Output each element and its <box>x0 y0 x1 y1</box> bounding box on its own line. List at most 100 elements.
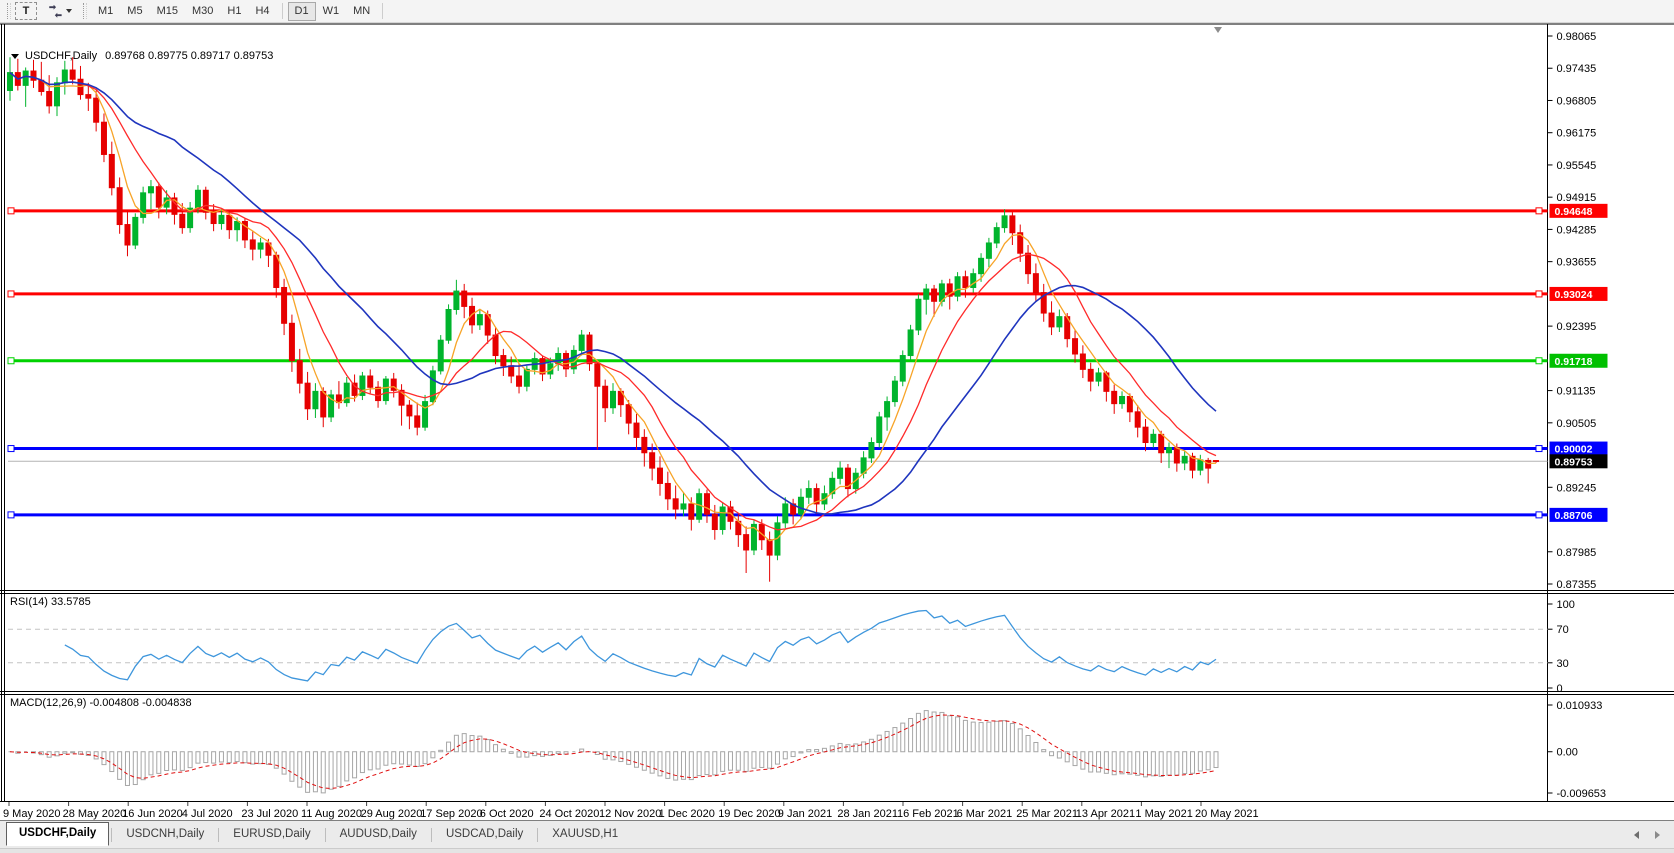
svg-text:70: 70 <box>1557 624 1569 636</box>
timeframe-mn[interactable]: MN <box>353 5 371 17</box>
price-chart-svg: 0.98065 0.97435 0.96805 0.96175 0.95545 0.949… <box>0 23 1674 820</box>
toolbar-separator <box>382 3 384 19</box>
timeframe-w1[interactable]: W1 <box>322 5 340 17</box>
svg-text:0.87355: 0.87355 <box>1557 579 1597 591</box>
svg-text:4 Jul 2020: 4 Jul 2020 <box>182 808 233 820</box>
chart-tabs-bar: USDCHF,Daily USDCNH,Daily EURUSD,Daily AUDU… <box>0 820 1674 848</box>
toolbar: T M1 M5 M15 M30 H1 H4 D1 W1 MN <box>0 0 1674 23</box>
tab-divider <box>111 827 113 842</box>
svg-text:100: 100 <box>1557 599 1575 611</box>
timeframe-buttons: M1 M5 M15 M30 H1 H4 D1 W1 MN <box>91 1 388 21</box>
text-tool-label: T <box>22 5 30 17</box>
candlestick-series <box>7 57 1219 582</box>
svg-text:23 Jul 2020: 23 Jul 2020 <box>241 808 298 820</box>
tab-scroll-left-icon[interactable] <box>1634 830 1639 839</box>
svg-text:0.010933: 0.010933 <box>1557 700 1603 712</box>
macd-pane: 0.010933 0.00 -0.009653 <box>8 700 1607 800</box>
svg-text:0.90002: 0.90002 <box>1555 444 1593 456</box>
timeframe-m30[interactable]: M30 <box>191 5 214 17</box>
moving-average-22 <box>9 71 1217 515</box>
svg-text:0.91135: 0.91135 <box>1557 386 1596 398</box>
rsi-line <box>64 609 1217 682</box>
macd-signal-line <box>9 714 1217 789</box>
svg-text:6 Mar 2021: 6 Mar 2021 <box>957 808 1013 820</box>
chart-ohlc-values: 0.89768 0.89775 0.89717 0.89753 <box>105 50 274 62</box>
svg-text:24 Oct 2020: 24 Oct 2020 <box>539 808 599 820</box>
svg-text:0.98065: 0.98065 <box>1557 31 1597 43</box>
timeframe-d1[interactable]: D1 <box>287 1 316 21</box>
tab-divider <box>537 827 539 842</box>
svg-text:1 Dec 2020: 1 Dec 2020 <box>659 808 715 820</box>
svg-text:-0.009653: -0.009653 <box>1557 788 1607 800</box>
cycle-symbols-button[interactable] <box>41 2 79 21</box>
tab-usdchf[interactable]: USDCHF,Daily <box>6 822 110 846</box>
statusbar-sliver <box>0 848 1674 853</box>
svg-text:0.97435: 0.97435 <box>1557 63 1597 75</box>
svg-text:12 Nov 2020: 12 Nov 2020 <box>599 808 661 820</box>
svg-text:9 Jan 2021: 9 Jan 2021 <box>778 808 832 820</box>
svg-text:0.96805: 0.96805 <box>1557 95 1597 107</box>
symbol-dropdown-icon[interactable] <box>11 54 19 59</box>
tab-audusd[interactable]: AUDUSD,Daily <box>339 828 417 840</box>
svg-text:30: 30 <box>1557 658 1569 670</box>
svg-text:0.94915: 0.94915 <box>1557 192 1597 204</box>
svg-text:0.89245: 0.89245 <box>1557 482 1597 494</box>
svg-text:13 Apr 2021: 13 Apr 2021 <box>1076 808 1135 820</box>
tab-eurusd[interactable]: EURUSD,Daily <box>233 828 311 840</box>
svg-text:0: 0 <box>1557 683 1563 695</box>
svg-text:16 Feb 2021: 16 Feb 2021 <box>897 808 959 820</box>
svg-text:0.00: 0.00 <box>1557 747 1578 759</box>
tab-divider <box>218 827 220 842</box>
timeframe-m15[interactable]: M15 <box>156 5 178 17</box>
toolbar-grip-2 <box>83 3 87 19</box>
tab-divider <box>324 827 326 842</box>
svg-text:0.90505: 0.90505 <box>1557 418 1597 430</box>
svg-text:0.88706: 0.88706 <box>1555 510 1593 522</box>
chart-tabs: USDCHF,Daily USDCNH,Daily EURUSD,Daily AUDU… <box>6 822 630 846</box>
timeframe-m1[interactable]: M1 <box>98 5 114 17</box>
tab-usdcnh[interactable]: USDCNH,Daily <box>126 828 205 840</box>
chart-area: 0.98065 0.97435 0.96805 0.96175 0.95545 0.949… <box>0 23 1674 820</box>
moving-average-10 <box>9 72 1217 531</box>
svg-text:17 Sep 2020: 17 Sep 2020 <box>420 808 482 820</box>
svg-text:28 May 2020: 28 May 2020 <box>63 808 127 820</box>
tab-xauusd[interactable]: XAUUSD,H1 <box>552 828 619 840</box>
svg-text:1 May 2021: 1 May 2021 <box>1135 808 1192 820</box>
svg-text:19 Dec 2020: 19 Dec 2020 <box>718 808 780 820</box>
svg-text:0.89753: 0.89753 <box>1555 456 1593 468</box>
toolbar-separator <box>281 3 283 19</box>
svg-text:20 May 2021: 20 May 2021 <box>1195 808 1259 820</box>
svg-text:0.94648: 0.94648 <box>1555 206 1593 218</box>
timeframe-m5[interactable]: M5 <box>127 5 143 17</box>
tab-scroll-right-icon[interactable] <box>1655 830 1660 839</box>
svg-text:0.92395: 0.92395 <box>1557 321 1597 333</box>
timeframe-h1[interactable]: H1 <box>227 5 242 17</box>
rsi-pane: 100 70 30 0 <box>8 599 1575 695</box>
tab-divider <box>430 827 432 842</box>
chart-symbol: USDCHF,Daily <box>25 50 98 62</box>
svg-text:0.93024: 0.93024 <box>1555 289 1593 301</box>
price-axis: 0.98065 0.97435 0.96805 0.96175 0.95545 0.949… <box>1547 31 1608 591</box>
horizontal-lines[interactable] <box>7 207 1548 519</box>
timeframe-h4[interactable]: H4 <box>255 5 270 17</box>
svg-text:9 May 2020: 9 May 2020 <box>3 808 60 820</box>
svg-text:29 Aug 2020: 29 Aug 2020 <box>361 808 423 820</box>
shift-marker-icon <box>1214 27 1222 33</box>
svg-text:0.95545: 0.95545 <box>1557 160 1597 172</box>
svg-text:0.91718: 0.91718 <box>1555 356 1593 368</box>
chevron-down-icon <box>66 9 72 13</box>
rsi-label: RSI(14) 33.5785 <box>10 596 91 608</box>
svg-text:28 Jan 2021: 28 Jan 2021 <box>837 808 898 820</box>
text-tool-button[interactable]: T <box>15 2 37 20</box>
svg-text:0.96175: 0.96175 <box>1557 128 1597 140</box>
svg-text:11 Aug 2020: 11 Aug 2020 <box>301 808 362 820</box>
pane-frame <box>0 23 1674 802</box>
moving-average-5 <box>9 72 1217 542</box>
tab-usdcad[interactable]: USDCAD,Daily <box>445 828 524 840</box>
svg-text:6 Oct 2020: 6 Oct 2020 <box>480 808 534 820</box>
toolbar-grip <box>7 3 11 19</box>
svg-text:0.93655: 0.93655 <box>1557 257 1597 269</box>
svg-text:0.87985: 0.87985 <box>1557 547 1597 559</box>
